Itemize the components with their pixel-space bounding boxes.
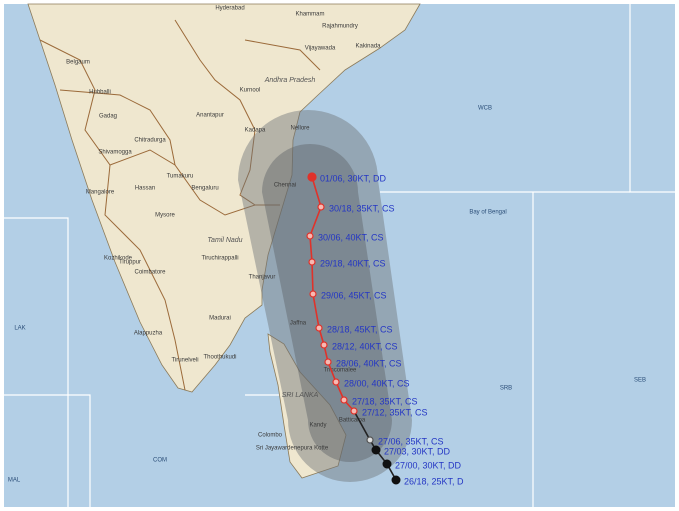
place-label: Coimbatore xyxy=(134,270,166,276)
track-point xyxy=(332,378,340,386)
forecast-cone xyxy=(238,110,412,482)
place-label: Alappuzha xyxy=(134,331,163,337)
place-label: Hubballi xyxy=(89,90,111,96)
place-label: Batticaloa xyxy=(339,418,366,424)
track-label: 27/00, 30KT, DD xyxy=(395,460,462,470)
track-point xyxy=(309,290,317,298)
track-label: 28/18, 45KT, CS xyxy=(327,324,393,334)
track-point xyxy=(315,324,323,332)
place-label: Madurai xyxy=(209,316,231,322)
track-point xyxy=(391,475,401,485)
track-label: 01/06, 30KT, DD xyxy=(320,173,387,183)
track-label: 28/00, 40KT, CS xyxy=(344,378,410,388)
track-point xyxy=(350,407,358,415)
place-label: Rajahmundry xyxy=(322,24,358,30)
cone-inner xyxy=(262,144,392,462)
place-label: Bengaluru xyxy=(191,186,218,192)
sea-label: SRB xyxy=(500,386,512,392)
cyclone-track: 01/06, 30KT, DD 30/18, 35KT, CS 30/06, 40K… xyxy=(306,172,464,486)
track-label: 28/06, 40KT, CS xyxy=(336,358,402,368)
region-label: Tamil Nadu xyxy=(207,237,242,244)
sea-label: MAL xyxy=(8,478,21,484)
sea-label: WCB xyxy=(478,106,492,112)
track-label: 27/12, 35KT, CS xyxy=(362,407,428,417)
place-label: Hyderabad xyxy=(215,6,244,12)
place-label: Kurnool xyxy=(240,88,261,94)
place-label: Thanjavur xyxy=(249,275,276,281)
place-labels: Hyderabad Khammam Rajahmundry Kakinada Vijay… xyxy=(8,6,646,484)
track-label: 27/18, 35KT, CS xyxy=(352,396,418,406)
place-label: Anantapur xyxy=(196,113,224,119)
track-point xyxy=(340,396,348,404)
india-land xyxy=(27,3,421,393)
place-label: Tiruppur xyxy=(119,260,141,266)
region-label: Andhra Pradesh xyxy=(264,77,316,84)
state-borders xyxy=(39,19,321,391)
track-point xyxy=(317,203,325,211)
place-label: Shivamogga xyxy=(98,150,132,156)
place-label: Belgaum xyxy=(66,60,90,66)
place-label: Mangalore xyxy=(86,190,115,196)
place-label: Kozhikode xyxy=(104,256,133,262)
fir-boundaries xyxy=(4,4,675,507)
sri-lanka-land xyxy=(267,333,347,479)
track-label: 26/18, 25KT, D xyxy=(404,476,464,486)
place-label: Chitradurga xyxy=(134,138,166,144)
region-label: SRI LANKA xyxy=(282,392,319,399)
place-label: Trincomalee xyxy=(324,368,357,374)
place-label: Kadapa xyxy=(245,128,266,134)
sea-label: COM xyxy=(153,458,167,464)
track-label: 30/06, 40KT, CS xyxy=(318,232,384,242)
place-label: Tumakuru xyxy=(167,174,194,180)
place-label: Sri Jayawardenepura Kotte xyxy=(256,446,329,452)
track-label: 27/03, 30KT, DD xyxy=(384,446,451,456)
cone-outer xyxy=(238,110,412,482)
track-label: 28/12, 40KT, CS xyxy=(332,341,398,351)
place-label: Jaffna xyxy=(290,321,307,327)
track-point xyxy=(320,341,328,349)
track-point xyxy=(366,436,374,444)
track-point xyxy=(308,258,316,266)
place-label: Tiruchirappalli xyxy=(201,256,238,262)
place-label: Tirunelveli xyxy=(171,358,198,364)
place-label: Kakinada xyxy=(355,44,381,50)
track-label: 29/18, 40KT, CS xyxy=(320,258,386,268)
sea-label: LAK xyxy=(14,326,25,332)
track-point xyxy=(382,459,392,469)
track-label: 29/06, 45KT, CS xyxy=(321,290,387,300)
sea-label: Bay of Bengal xyxy=(469,210,506,216)
track-point xyxy=(307,172,317,182)
track-point xyxy=(371,445,381,455)
place-label: Colombo xyxy=(258,433,283,439)
track-label: 27/06, 35KT, CS xyxy=(378,436,444,446)
place-label: Mysore xyxy=(155,213,175,219)
track-point xyxy=(306,232,314,240)
place-label: Nellore xyxy=(290,126,310,132)
place-label: Gadag xyxy=(99,114,117,120)
track-label: 30/18, 35KT, CS xyxy=(329,203,395,213)
track-point xyxy=(324,358,332,366)
place-label: Khammam xyxy=(295,12,324,18)
place-label: Hassan xyxy=(135,186,155,192)
sea-label: SEB xyxy=(634,378,646,384)
place-label: Vijayawada xyxy=(305,46,336,52)
place-label: Chennai xyxy=(274,183,296,189)
place-label: Thoothukudi xyxy=(203,355,236,361)
place-label: Kandy xyxy=(309,423,326,429)
